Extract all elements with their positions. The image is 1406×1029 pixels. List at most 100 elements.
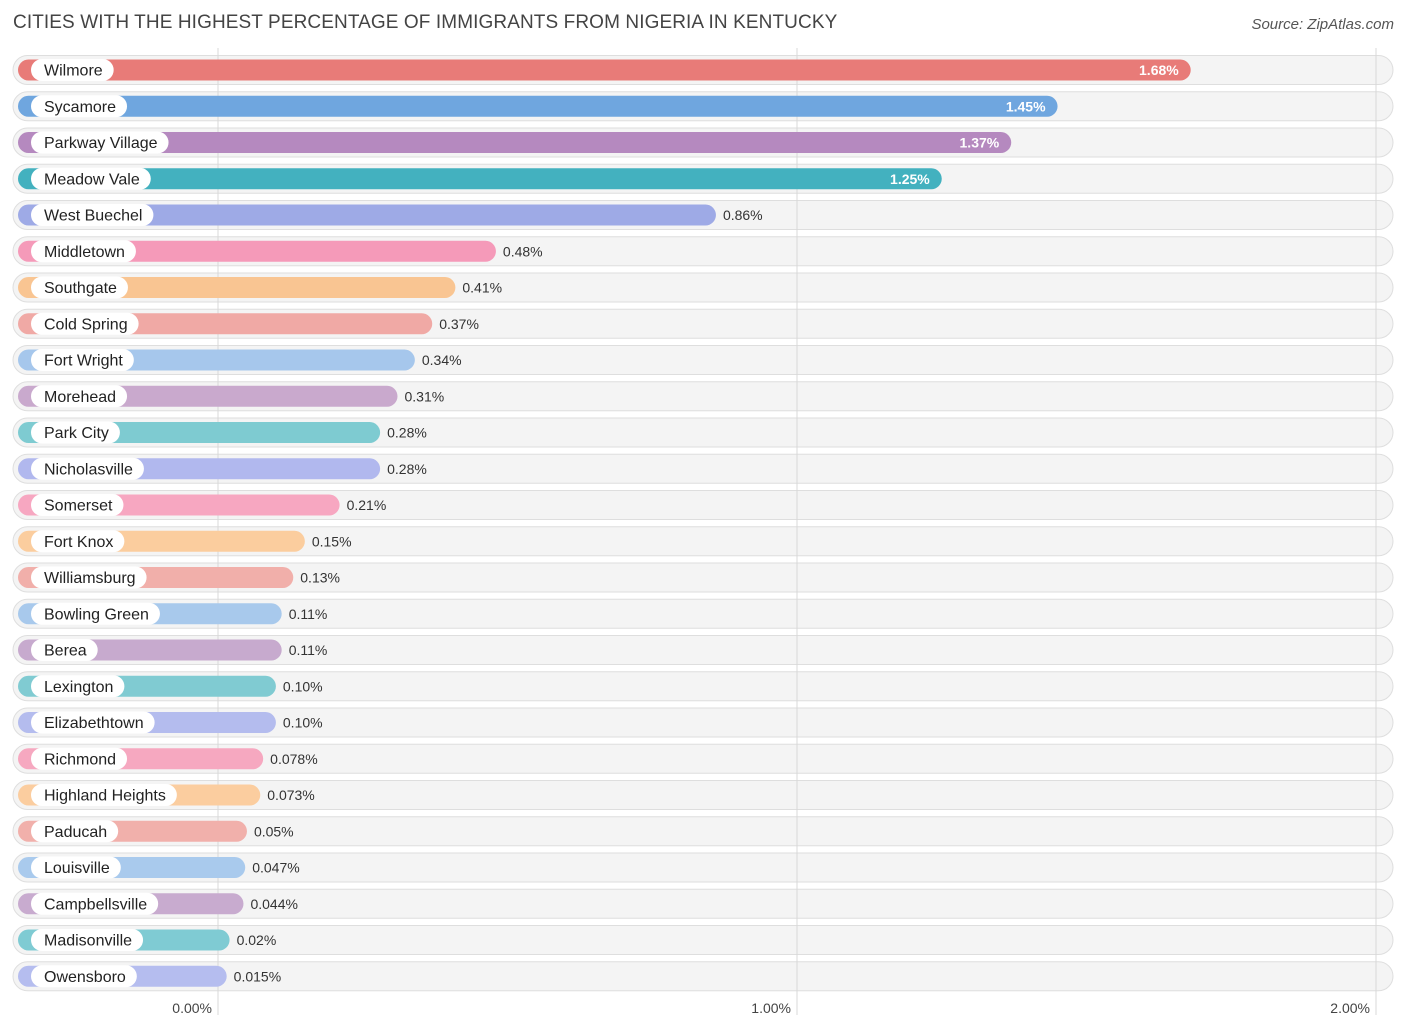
bar-group[interactable]: Park City 0.28% [18, 421, 427, 444]
value-label: 0.37% [439, 316, 479, 332]
row-background [12, 490, 1394, 520]
value-label: 0.11% [289, 606, 328, 622]
category-label-pill [31, 385, 128, 408]
bar[interactable] [18, 132, 1012, 153]
x-tick-label: 1.00% [751, 1000, 791, 1016]
category-label-pill [31, 639, 98, 661]
category-label: Cold Spring [44, 316, 128, 333]
value-label: 1.45% [1006, 98, 1046, 114]
category-label: Campbellsville [44, 896, 147, 913]
bar-group[interactable]: Lexington 0.10% [18, 675, 323, 698]
value-label: 0.047% [252, 860, 299, 876]
value-label: 0.044% [250, 896, 297, 912]
bar-group[interactable]: West Buechel 0.86% [18, 204, 763, 226]
row-background [12, 925, 1394, 955]
category-label: West Buechel [44, 208, 142, 225]
bar-group[interactable]: Williamsburg 0.13% [18, 566, 340, 589]
row-background [12, 635, 1394, 665]
category-label-pill [31, 711, 155, 734]
source-credit: Source: ZipAtlas.com [1251, 16, 1394, 33]
value-label: 0.31% [404, 388, 444, 404]
x-tick-label: 0.00% [172, 1000, 212, 1016]
category-label: Parkway Village [44, 135, 158, 152]
bar-group[interactable]: Fort Knox 0.15% [18, 530, 352, 553]
category-label: Park City [44, 425, 109, 442]
value-label: 0.073% [267, 787, 314, 803]
category-label-pill [31, 349, 134, 371]
row-background [12, 852, 1394, 883]
bar-group[interactable]: Parkway Village 1.37% [18, 131, 1012, 154]
category-label-pill [31, 312, 139, 335]
bar-group[interactable]: Morehead 0.31% [18, 385, 444, 408]
bar-group[interactable]: Owensboro 0.015% [18, 965, 281, 988]
bar[interactable] [18, 204, 716, 226]
bar[interactable] [18, 277, 456, 298]
chart-title: CITIES WITH THE HIGHEST PERCENTAGE OF IM… [13, 12, 838, 33]
category-label-pill [31, 929, 144, 951]
bar-group[interactable]: Campbellsville 0.044% [18, 892, 298, 915]
bar[interactable] [18, 240, 496, 262]
value-label: 0.48% [503, 243, 543, 259]
category-label: Somerset [44, 498, 113, 515]
category-label-pill [31, 240, 136, 263]
row-background [12, 526, 1394, 557]
category-label: Madisonville [44, 933, 132, 950]
category-label-pill [31, 566, 147, 589]
value-label: 1.37% [960, 135, 1000, 151]
bar-group[interactable]: Bowling Green 0.11% [18, 602, 328, 625]
bars: Wilmore 1.68% Sycamore 1.45% Parkway Village… [18, 59, 1191, 988]
category-label-pill [31, 856, 121, 879]
bar-group[interactable]: Nicholasville 0.28% [18, 457, 427, 480]
category-label-pill [31, 892, 159, 915]
category-label-pill [31, 965, 137, 988]
bar-group[interactable]: Southgate 0.41% [18, 276, 502, 299]
category-label: Sycamore [44, 99, 116, 116]
category-label: Southgate [44, 280, 117, 297]
category-label: Morehead [44, 389, 116, 406]
category-label: Lexington [44, 679, 113, 696]
bar-group[interactable]: Highland Heights 0.073% [18, 784, 315, 806]
row-background [12, 816, 1394, 847]
category-label-pill [31, 747, 128, 770]
value-label: 0.15% [312, 533, 352, 549]
bar-group[interactable]: Meadow Vale 1.25% [18, 167, 942, 190]
value-label: 0.078% [270, 751, 317, 767]
category-label: Wilmore [44, 63, 103, 80]
bar[interactable] [18, 59, 1191, 81]
bar-group[interactable]: Somerset 0.21% [18, 494, 386, 516]
bar-group[interactable]: Cold Spring 0.37% [18, 312, 479, 335]
category-label: Berea [44, 643, 87, 660]
row-background [12, 562, 1394, 593]
row-background [12, 743, 1394, 774]
category-label-pill [31, 820, 119, 843]
row-background [12, 707, 1394, 738]
bar-group[interactable]: Middletown 0.48% [18, 240, 543, 263]
value-label: 0.02% [237, 932, 277, 948]
category-label-pill [31, 276, 128, 299]
bar-group[interactable]: Madisonville 0.02% [18, 929, 276, 951]
bar-group[interactable]: Fort Wright 0.34% [18, 349, 462, 371]
bar-group[interactable]: Louisville 0.047% [18, 856, 300, 879]
bar-group[interactable]: Sycamore 1.45% [18, 95, 1058, 118]
value-label: 0.05% [254, 823, 294, 839]
bar-group[interactable]: Elizabethtown 0.10% [18, 711, 323, 734]
category-label: Louisville [44, 860, 110, 877]
bar[interactable] [18, 95, 1058, 117]
bar-group[interactable]: Berea 0.11% [18, 639, 327, 661]
category-label-pill [31, 784, 177, 806]
bar-group[interactable]: Wilmore 1.68% [18, 59, 1191, 81]
category-label: Owensboro [44, 969, 126, 986]
bar[interactable] [18, 168, 942, 190]
category-label: Bowling Green [44, 606, 149, 623]
value-label: 0.41% [462, 280, 502, 296]
category-label-pill [31, 59, 114, 81]
category-label: Highland Heights [44, 788, 166, 805]
category-label-pill [31, 494, 124, 516]
value-label: 0.13% [300, 570, 340, 586]
category-label-pill [31, 457, 144, 480]
category-label-pill [31, 675, 125, 698]
bar-group[interactable]: Paducah 0.05% [18, 820, 294, 843]
bar-group[interactable]: Richmond 0.078% [18, 747, 318, 770]
category-label: Nicholasville [44, 461, 133, 478]
